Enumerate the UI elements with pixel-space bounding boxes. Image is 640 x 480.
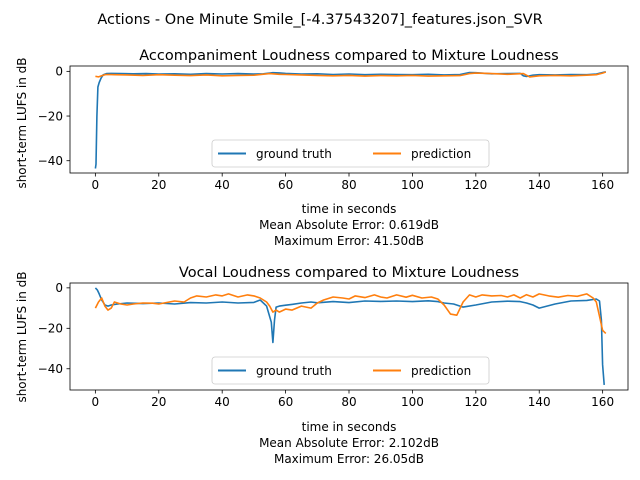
- x-tick-label: 80: [341, 178, 356, 192]
- legend-label-ground-truth: ground truth: [256, 364, 332, 378]
- y-tick-label: −40: [38, 154, 63, 168]
- x-axis-label: time in seconds: [302, 420, 397, 434]
- x-tick-label: 100: [401, 395, 424, 409]
- y-axis-label: short-term LUFS in dB: [15, 57, 29, 188]
- y-tick-label: −20: [38, 109, 63, 123]
- legend: ground truth prediction: [211, 139, 490, 168]
- x-tick-label: 140: [528, 395, 551, 409]
- y-tick-label: 0: [55, 281, 63, 295]
- x-tick-label: 120: [464, 178, 487, 192]
- x-axis-label: time in seconds: [302, 202, 397, 216]
- legend-label-ground-truth: ground truth: [256, 147, 332, 161]
- figure-suptitle: Actions - One Minute Smile_[-4.37543207]…: [97, 12, 542, 28]
- x-tick-label: 40: [215, 395, 230, 409]
- y-axis-label: short-term LUFS in dB: [15, 271, 29, 402]
- subplot-vocal: Vocal Loudness compared to Mixture Loudn…: [15, 265, 629, 466]
- x-tick-label: 120: [464, 395, 487, 409]
- x-tick-label: 60: [278, 395, 293, 409]
- mean-error-annotation: Mean Absolute Error: 2.102dB: [259, 436, 439, 450]
- y-tick-label: −40: [38, 362, 63, 376]
- mean-error-annotation: Mean Absolute Error: 0.619dB: [259, 218, 439, 232]
- x-tick-label: 160: [591, 178, 614, 192]
- legend-label-prediction: prediction: [411, 364, 471, 378]
- legend-box: [211, 139, 490, 168]
- x-tick-label: 40: [215, 178, 230, 192]
- x-tick-label: 20: [151, 395, 166, 409]
- plot-frame: [69, 65, 629, 174]
- legend-label-prediction: prediction: [411, 147, 471, 161]
- max-error-annotation: Maximum Error: 41.50dB: [274, 234, 424, 248]
- max-error-annotation: Maximum Error: 26.05dB: [274, 452, 424, 466]
- x-tick-label: 140: [528, 178, 551, 192]
- legend-box: [211, 356, 490, 385]
- chart-title: Vocal Loudness compared to Mixture Loudn…: [179, 265, 519, 281]
- x-tick-label: 0: [92, 178, 100, 192]
- x-tick-label: 80: [341, 395, 356, 409]
- series-line-prediction: [94, 293, 607, 334]
- x-tick-label: 100: [401, 178, 424, 192]
- chart-title: Accompaniment Loudness compared to Mixtu…: [139, 48, 558, 64]
- x-tick-label: 0: [92, 395, 100, 409]
- y-tick-label: −20: [38, 322, 63, 336]
- x-tick-label: 60: [278, 178, 293, 192]
- subplot-accompaniment: Accompaniment Loudness compared to Mixtu…: [15, 48, 629, 248]
- series-line-ground-truth: [94, 71, 606, 169]
- legend: ground truth prediction: [211, 356, 490, 385]
- x-tick-label: 20: [151, 178, 166, 192]
- y-tick-label: 0: [55, 65, 63, 79]
- plot-frame: [69, 282, 629, 391]
- series-line-prediction: [95, 71, 607, 78]
- x-tick-label: 160: [591, 395, 614, 409]
